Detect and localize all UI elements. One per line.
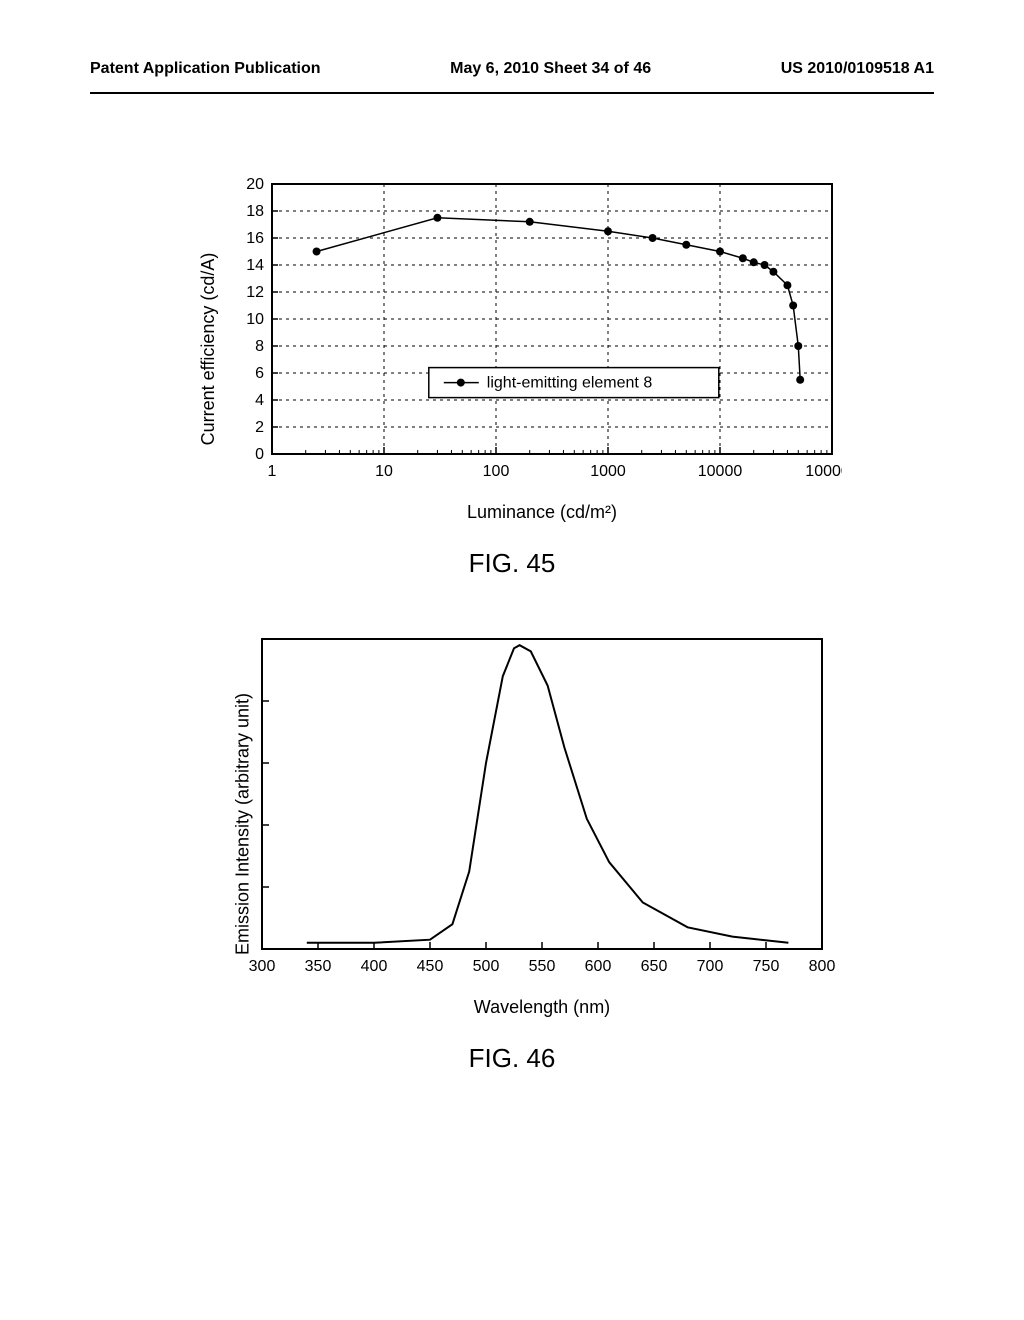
svg-text:1: 1 bbox=[268, 463, 277, 480]
svg-text:20: 20 bbox=[246, 176, 264, 193]
fig45-x-label: Luminance (cd/m²) bbox=[222, 502, 862, 523]
svg-text:2: 2 bbox=[255, 419, 264, 436]
fig45-svg: 0 2 4 6 8 10 12 14 16 18 20 1 10 100 1000 10000 100000 li… bbox=[222, 174, 842, 494]
svg-text:450: 450 bbox=[417, 958, 444, 975]
fig45-caption: FIG. 45 bbox=[162, 548, 862, 579]
header-center: May 6, 2010 Sheet 34 of 46 bbox=[450, 60, 651, 78]
header-right: US 2010/0109518 A1 bbox=[781, 60, 934, 78]
svg-text:350: 350 bbox=[305, 958, 332, 975]
fig46-caption: FIG. 46 bbox=[162, 1043, 862, 1074]
svg-text:100000: 100000 bbox=[805, 463, 842, 480]
svg-text:4: 4 bbox=[255, 392, 264, 409]
svg-text:700: 700 bbox=[697, 958, 724, 975]
svg-text:12: 12 bbox=[246, 284, 264, 301]
header-left: Patent Application Publication bbox=[90, 60, 321, 78]
fig46-container: Emission Intensity (arbitrary unit) 3003… bbox=[162, 629, 862, 1074]
svg-text:750: 750 bbox=[753, 958, 780, 975]
svg-text:0: 0 bbox=[255, 446, 264, 463]
fig46-y-label: Emission Intensity (arbitrary unit) bbox=[233, 692, 254, 954]
svg-text:18: 18 bbox=[246, 203, 264, 220]
fig45-container: Current efficiency (cd/A) 0 2 4 6 8 10 12 14 16 1… bbox=[162, 174, 862, 579]
fig45-chart: Current efficiency (cd/A) 0 2 4 6 8 10 12 14 16 1… bbox=[162, 174, 862, 523]
fig45-y-label: Current efficiency (cd/A) bbox=[198, 252, 219, 445]
svg-text:400: 400 bbox=[361, 958, 388, 975]
svg-text:10: 10 bbox=[246, 311, 264, 328]
fig46-svg: 300 350 400 450 500 550 600 650 700 750 800 bbox=[222, 629, 842, 989]
svg-text:800: 800 bbox=[809, 958, 836, 975]
svg-text:100: 100 bbox=[483, 463, 510, 480]
svg-text:6: 6 bbox=[255, 365, 264, 382]
svg-text:1000: 1000 bbox=[590, 463, 626, 480]
svg-text:14: 14 bbox=[246, 257, 264, 274]
header-divider bbox=[90, 92, 934, 94]
page-header: Patent Application Publication May 6, 20… bbox=[0, 0, 1024, 88]
svg-text:10: 10 bbox=[375, 463, 393, 480]
svg-text:500: 500 bbox=[473, 958, 500, 975]
svg-text:light-emitting element 8: light-emitting element 8 bbox=[487, 375, 653, 392]
svg-text:8: 8 bbox=[255, 338, 264, 355]
svg-text:550: 550 bbox=[529, 958, 556, 975]
fig46-x-label: Wavelength (nm) bbox=[222, 997, 862, 1018]
svg-text:10000: 10000 bbox=[698, 463, 743, 480]
fig46-chart: Emission Intensity (arbitrary unit) 3003… bbox=[162, 629, 862, 1018]
svg-text:650: 650 bbox=[641, 958, 668, 975]
svg-text:16: 16 bbox=[246, 230, 264, 247]
svg-text:300: 300 bbox=[249, 958, 276, 975]
svg-text:600: 600 bbox=[585, 958, 612, 975]
